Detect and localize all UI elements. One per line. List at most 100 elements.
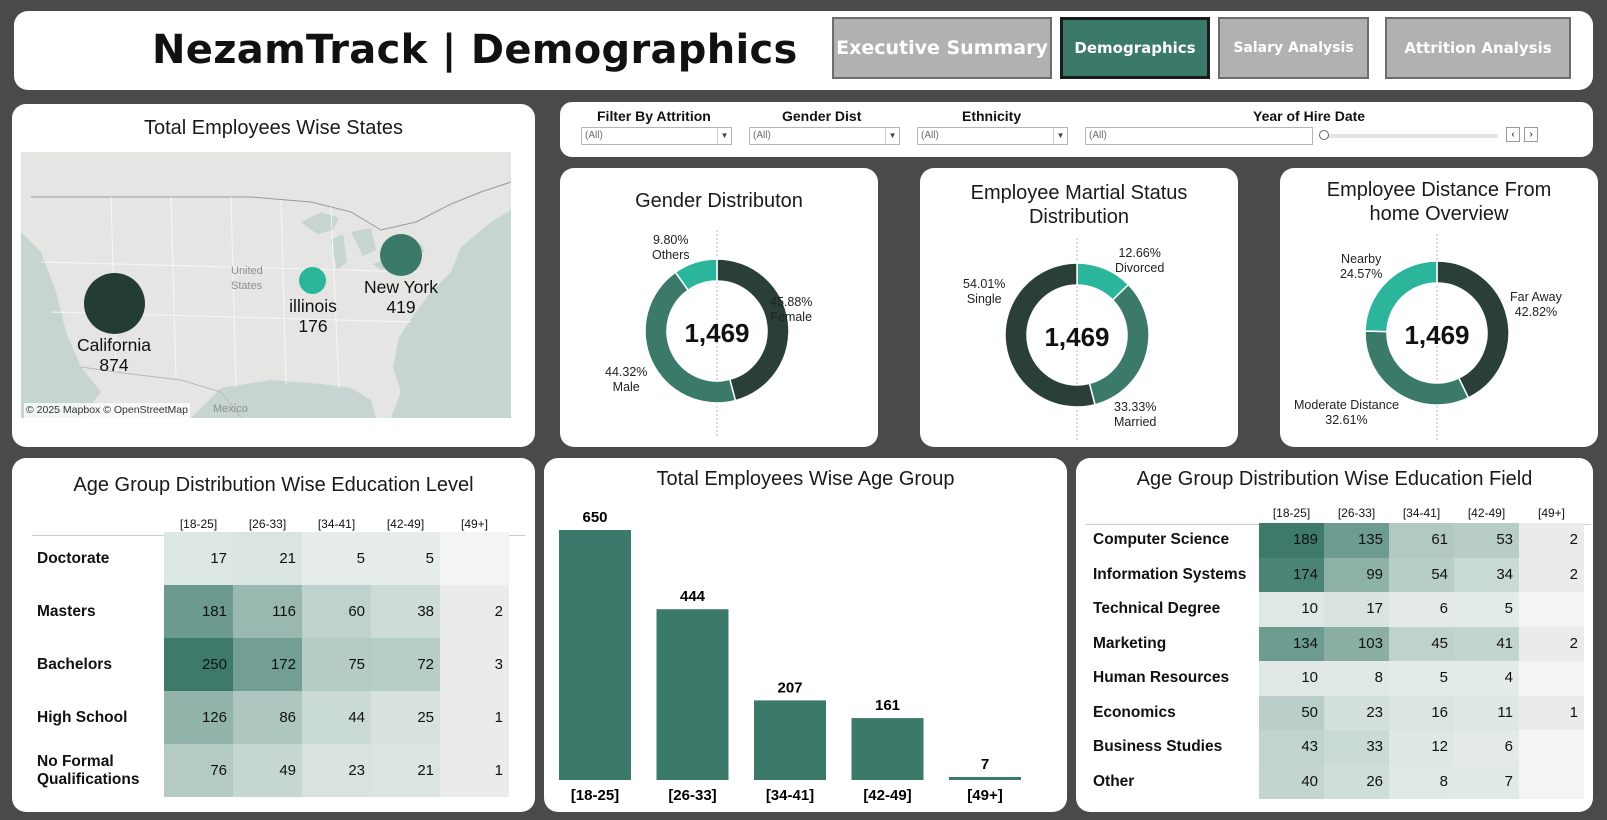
heatmap-cell[interactable]: 2 [1519,523,1584,558]
heatmap-cell[interactable]: 26 [1324,764,1389,799]
heatmap-cell[interactable]: 72 [371,638,440,691]
illinois-bubble[interactable] [299,267,326,294]
bar-[18-25][interactable] [559,530,631,780]
heatmap-cell[interactable]: 172 [233,638,302,691]
heatmap-cell[interactable]: 1 [440,744,509,797]
california-bubble[interactable] [84,273,145,334]
heatmap-cell[interactable]: 103 [1324,626,1389,661]
chevron-down-icon[interactable]: ▼ [717,128,731,144]
heatmap-cell[interactable]: 12 [1389,730,1454,765]
heatmap-cell[interactable]: 21 [371,744,440,797]
distance-slice-far-away[interactable] [1436,260,1510,399]
tab-demographics[interactable]: Demographics [1060,17,1210,79]
heatmap-cell[interactable]: 1 [1519,695,1584,730]
age-group-bar-chart[interactable]: 650 [18-25] 444 [26-33] 207 [34-41] 161 [42-49]… [544,458,1067,812]
heatmap-cell[interactable]: 174 [1259,557,1324,592]
bar-[26-33][interactable] [656,609,729,780]
heatmap-cell[interactable]: 17 [1324,592,1389,627]
gender-slice-others[interactable] [674,258,718,292]
bar-[34-41][interactable] [754,700,826,780]
heatmap-cell[interactable]: 126 [164,691,233,744]
states-map[interactable]: United States Mexico California 874 illin… [21,152,511,418]
heatmap-cell[interactable]: 33 [1324,730,1389,765]
heatmap-cell[interactable]: 49 [233,744,302,797]
heatmap-cell[interactable]: 75 [302,638,371,691]
heatmap-cell[interactable]: 6 [1389,592,1454,627]
heatmap-cell[interactable]: 1 [440,691,509,744]
gender-slice-male[interactable] [644,271,737,404]
heatmap-cell[interactable]: 2 [1519,557,1584,592]
slider-prev-icon[interactable]: ‹ [1506,127,1520,142]
marital-donut[interactable] [920,168,1238,447]
heatmap-cell[interactable]: 181 [164,585,233,638]
heatmap-cell[interactable]: 135 [1324,523,1389,558]
heatmap-cell[interactable]: 99 [1324,557,1389,592]
chevron-down-icon[interactable]: ▼ [1053,128,1067,144]
heatmap-cell[interactable]: 6 [1454,730,1519,765]
heatmap-cell[interactable]: 189 [1259,523,1324,558]
heatmap-cell[interactable]: 60 [302,585,371,638]
hire-year-slider-track[interactable] [1322,134,1498,138]
heatmap-cell[interactable]: 116 [233,585,302,638]
heatmap-cell[interactable]: 50 [1259,695,1324,730]
filter-attrition-select[interactable]: (All) ▼ [581,127,732,145]
heatmap-cell[interactable]: 34 [1454,557,1519,592]
heatmap-cell[interactable]: 4 [1454,661,1519,696]
filter-gender-select[interactable]: (All) ▼ [749,127,900,145]
gender-donut[interactable] [560,168,878,447]
heatmap-cell[interactable]: 7 [1454,764,1519,799]
heatmap-cell[interactable]: 8 [1389,764,1454,799]
heatmap-cell[interactable]: 23 [1324,695,1389,730]
chevron-down-icon[interactable]: ▼ [885,128,899,144]
heatmap-cell[interactable]: 2 [1519,626,1584,661]
heatmap-cell[interactable]: 2 [440,585,509,638]
heatmap-cell[interactable]: 5 [302,532,371,585]
tab-executive-summary[interactable]: Executive Summary [832,17,1052,79]
heatmap-cell[interactable] [1519,661,1584,696]
heatmap-cell[interactable]: 61 [1389,523,1454,558]
heatmap-cell[interactable]: 16 [1389,695,1454,730]
filter-ethnicity-select[interactable]: (All) ▼ [917,127,1068,145]
heatmap-cell[interactable]: 250 [164,638,233,691]
heatmap-cell[interactable]: 5 [371,532,440,585]
heatmap-cell[interactable]: 38 [371,585,440,638]
heatmap-cell[interactable]: 43 [1259,730,1324,765]
heatmap-cell[interactable]: 44 [302,691,371,744]
heatmap-cell[interactable]: 8 [1324,661,1389,696]
heatmap-cell[interactable]: 54 [1389,557,1454,592]
heatmap-cell[interactable]: 5 [1389,661,1454,696]
heatmap-cell[interactable] [1519,764,1584,799]
heatmap-cell[interactable]: 76 [164,744,233,797]
hire-year-slider-handle[interactable] [1319,130,1329,140]
marital-panel: Employee Martial Status Distribution 1,46… [920,168,1238,447]
heatmap-cell[interactable]: 10 [1259,592,1324,627]
heatmap-cell[interactable]: 45 [1389,626,1454,661]
heatmap-cell[interactable]: 21 [233,532,302,585]
heatmap-cell[interactable]: 17 [164,532,233,585]
heatmap-cell[interactable]: 10 [1259,661,1324,696]
distance-donut[interactable] [1280,168,1598,447]
bar-[49+][interactable] [949,777,1021,780]
heatmap-cell[interactable]: 23 [302,744,371,797]
heatmap-cell[interactable]: 11 [1454,695,1519,730]
heatmap-cell[interactable]: 134 [1259,626,1324,661]
tab-attrition-analysis[interactable]: Attrition Analysis [1385,17,1571,79]
distance-slice-nearby[interactable] [1364,260,1438,333]
heatmap-cell[interactable]: 5 [1454,592,1519,627]
heatmap-cell[interactable]: 3 [440,638,509,691]
slider-next-icon[interactable]: › [1524,127,1538,142]
filter-hire-year-input[interactable]: (All) [1085,127,1313,145]
gender-slice-female[interactable] [716,258,790,402]
heatmap-cell[interactable]: 53 [1454,523,1519,558]
heatmap-cell[interactable]: 41 [1454,626,1519,661]
bar-[42-49][interactable] [851,718,924,780]
heatmap-cell[interactable]: 40 [1259,764,1324,799]
heatmap-cell[interactable] [1519,592,1584,627]
heatmap-cell[interactable] [440,532,509,585]
heatmap-cell[interactable]: 25 [371,691,440,744]
heatmap-cell[interactable]: 86 [233,691,302,744]
heatmap-cell[interactable] [1519,730,1584,765]
tab-salary-analysis[interactable]: Salary Analysis [1218,17,1369,79]
new-york-bubble[interactable] [380,234,422,276]
marital-slice-single[interactable] [1004,262,1096,408]
